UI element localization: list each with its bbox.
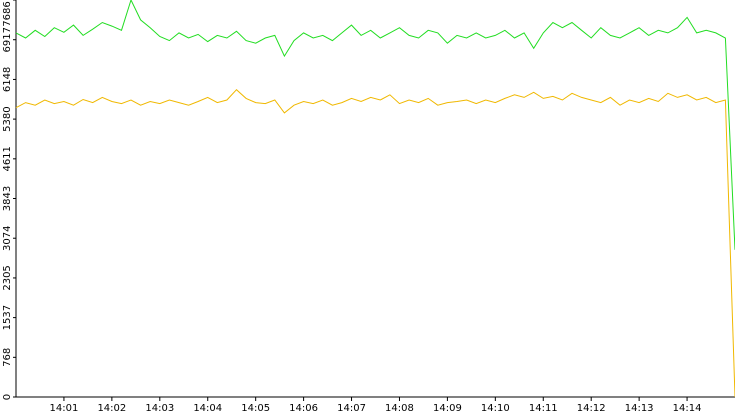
x-tick-label: 14:07 (337, 403, 366, 414)
y-tick-label: 2305 (2, 265, 13, 290)
x-tick-label: 14:09 (433, 403, 462, 414)
x-tick-label: 14:14 (673, 403, 702, 414)
x-tick-label: 14:06 (289, 403, 318, 414)
y-tick-label: 0 (2, 394, 13, 400)
x-tick-label: 14:11 (529, 403, 558, 414)
series-line (15, 88, 735, 398)
y-tick-label: 768 (2, 348, 13, 367)
y-tick-label: 7686 (2, 1, 13, 26)
series-line (15, 0, 735, 250)
y-tick-label: 3843 (2, 186, 13, 211)
x-tick-label: 14:10 (481, 403, 510, 414)
y-tick-label: 5380 (2, 106, 13, 131)
x-tick-label: 14:08 (385, 403, 414, 414)
x-tick-label: 14:13 (625, 403, 654, 414)
y-tick-label: 1537 (2, 305, 13, 330)
x-tick-label: 14:12 (577, 403, 606, 414)
x-tick-label: 14:03 (145, 403, 174, 414)
y-tick-label: 6148 (2, 67, 13, 92)
x-tick-label: 14:02 (97, 403, 126, 414)
y-tick-label: 6917 (2, 27, 13, 52)
y-tick-label: 4611 (2, 146, 13, 171)
y-tick-label: 3074 (2, 225, 13, 250)
x-tick-label: 14:05 (241, 403, 270, 414)
x-tick-label: 14:04 (193, 403, 222, 414)
x-tick-label: 14:01 (50, 403, 79, 414)
